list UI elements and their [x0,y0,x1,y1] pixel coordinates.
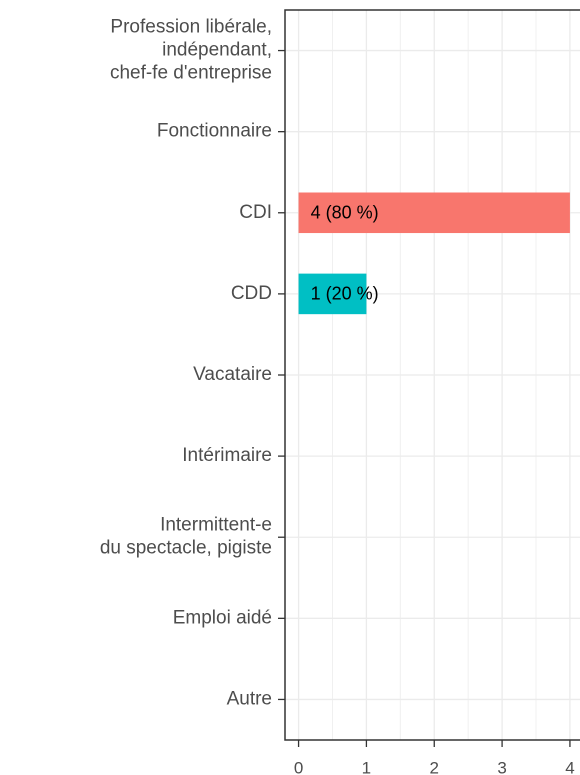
y-tick-label: Fonctionnaire [157,121,272,142]
y-tick-label: Intermittent-e du spectacle, pigiste [100,515,272,559]
bar [298,273,367,315]
x-tick-label: 1 [362,758,371,775]
y-tick-label: CDI [239,202,272,223]
value-label: 1 (20 %) [311,284,379,304]
y-tick-label: Emploi aidé [173,607,272,628]
x-tick-label: 4 [565,758,574,775]
x-tick-label: 2 [430,758,439,775]
x-tick-label: 3 [497,758,506,775]
y-tick-label: Profession libérale, indépendant, chef-fe … [110,17,272,84]
panel-border [284,9,580,741]
y-tick-label: Autre [227,688,272,709]
bar [298,192,570,234]
value-label: 4 (80 %) [311,203,379,223]
x-tick-label: 0 [294,758,303,775]
y-tick-label: CDD [231,283,272,304]
y-tick-label: Vacataire [193,364,272,385]
y-tick-label: Intérimaire [182,445,272,466]
